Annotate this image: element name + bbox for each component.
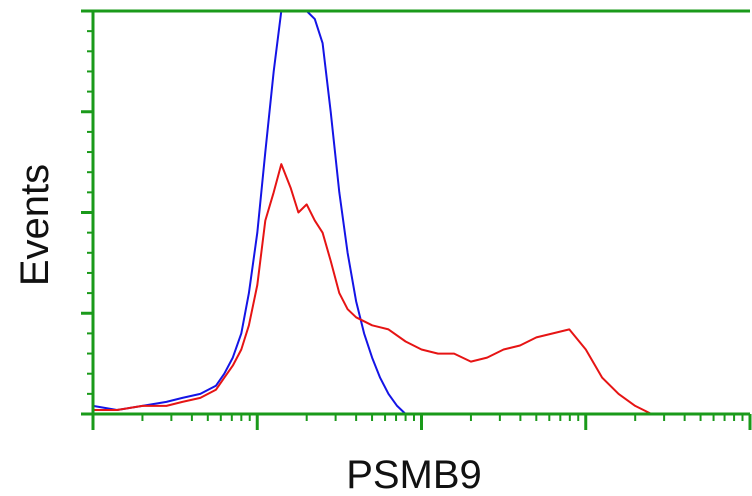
series-line-1 (92, 10, 414, 415)
series-line-2 (93, 163, 652, 415)
axis-ticks (81, 9, 752, 430)
x-axis-label: PSMB9 (346, 453, 482, 496)
series-group (92, 10, 652, 415)
y-axis-label: Events (13, 164, 57, 286)
